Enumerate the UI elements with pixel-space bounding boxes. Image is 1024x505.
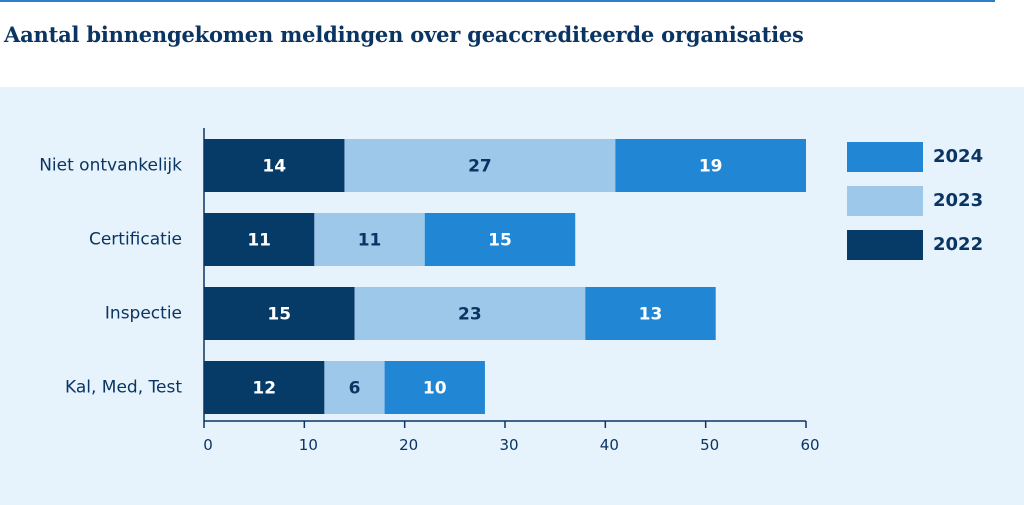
legend: 2024 2023 2022 bbox=[847, 142, 983, 260]
bar-value-label: 10 bbox=[423, 379, 447, 399]
axes-layer: Niet ontvankelijk Certificatie Inspectie Ka… bbox=[39, 128, 820, 454]
category-label: Inspectie bbox=[105, 304, 182, 324]
bar-value-label: 15 bbox=[267, 305, 291, 325]
legend-swatch-2024 bbox=[847, 142, 923, 172]
x-tick-label: 40 bbox=[600, 436, 619, 454]
bars-layer: 14 27 19 11 11 15 15 23 13 12 6 10 bbox=[204, 139, 806, 414]
bar-value-label: 27 bbox=[468, 157, 492, 177]
bar-value-label: 19 bbox=[699, 157, 723, 177]
bar-segment-2023 bbox=[314, 213, 425, 266]
bar-segment-2022 bbox=[204, 361, 325, 414]
legend-swatch-2023 bbox=[847, 186, 923, 216]
bar-value-label: 12 bbox=[252, 379, 276, 399]
legend-label-2024: 2024 bbox=[933, 146, 983, 167]
bar-segment-2024 bbox=[585, 287, 716, 340]
top-rule bbox=[0, 0, 995, 2]
bar-segment-2023 bbox=[324, 361, 385, 414]
bar-segment-2022 bbox=[204, 287, 355, 340]
x-tick-label: 50 bbox=[700, 436, 719, 454]
legend-label-2022: 2022 bbox=[933, 234, 983, 255]
bar-value-label: 11 bbox=[358, 231, 382, 251]
x-tick-label: 0 bbox=[203, 436, 213, 454]
x-tick-label: 30 bbox=[499, 436, 518, 454]
bar-segment-2023 bbox=[354, 287, 586, 340]
legend-label-2023: 2023 bbox=[933, 190, 983, 211]
bar-segment-2022 bbox=[204, 213, 315, 266]
category-label: Niet ontvankelijk bbox=[39, 156, 182, 176]
bar-value-label: 13 bbox=[639, 305, 663, 325]
x-tick-label: 10 bbox=[299, 436, 318, 454]
bar-value-label: 11 bbox=[247, 231, 271, 251]
bar-value-label: 14 bbox=[262, 157, 286, 177]
bar-segment-2024 bbox=[424, 213, 576, 266]
x-tick-label: 20 bbox=[399, 436, 418, 454]
bar-segment-2024 bbox=[615, 139, 806, 192]
bar-value-label: 23 bbox=[458, 305, 482, 325]
category-label: Kal, Med, Test bbox=[65, 378, 182, 398]
bar-value-label: 15 bbox=[488, 231, 512, 251]
bar-segment-2022 bbox=[204, 139, 345, 192]
bar-segment-2024 bbox=[384, 361, 485, 414]
bar-segment-2023 bbox=[344, 139, 616, 192]
legend-swatch-2022 bbox=[847, 230, 923, 260]
chart-title: Aantal binnengekomen meldingen over geac… bbox=[4, 22, 804, 47]
x-tick-label: 60 bbox=[800, 436, 819, 454]
category-label: Certificatie bbox=[89, 230, 182, 250]
bar-value-label: 6 bbox=[349, 379, 361, 399]
